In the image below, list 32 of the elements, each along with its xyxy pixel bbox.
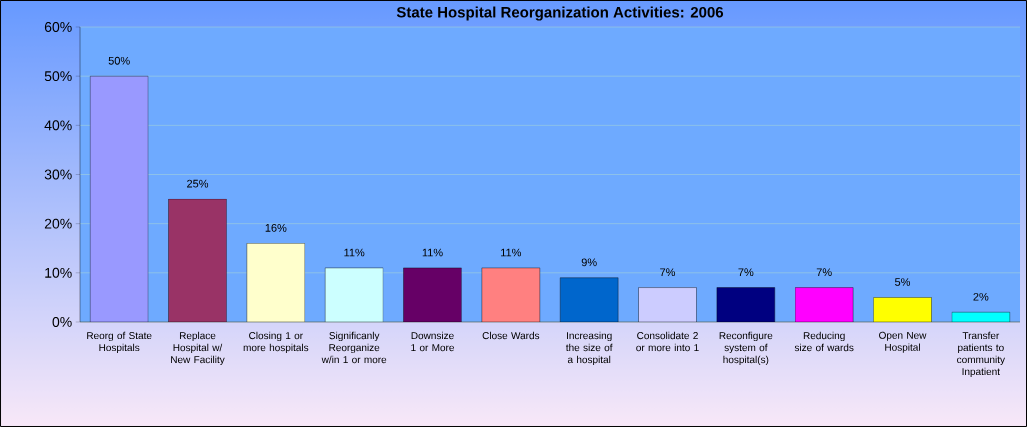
data-label: 11% xyxy=(344,248,365,257)
x-tick-label: Downsize 1 or More xyxy=(411,331,454,352)
x-tick-label: Reducing size of wards xyxy=(794,331,854,352)
y-tick-label: 0% xyxy=(52,317,72,327)
data-label: 25% xyxy=(187,179,209,188)
y-tick-label: 30% xyxy=(44,169,72,180)
data-label: 16% xyxy=(265,224,287,232)
x-tick-label: Increasing the size of a hospital xyxy=(565,331,613,366)
x-tick-label: Significanly Reorganize w/in 1 or more xyxy=(321,331,387,364)
y-tick-label: 60% xyxy=(44,22,72,32)
x-tick-label: Closing 1 or more hospitals xyxy=(243,331,309,354)
data-label: 7% xyxy=(738,268,754,277)
chart-title: State Hospital Reorganization Activities: 2006 xyxy=(396,6,724,21)
data-label: 2% xyxy=(973,292,989,301)
data-label: 5% xyxy=(894,278,911,286)
data-label: 50% xyxy=(108,56,130,65)
x-tick-label: Replace Hospital w/ New Facility xyxy=(171,331,225,366)
data-label: 11% xyxy=(501,248,522,257)
x-tick-label: Reconfigure system of hospital(s) xyxy=(719,331,773,366)
x-tick-label: Reorg of State Hospitals xyxy=(87,331,152,354)
y-tick-label: 20% xyxy=(44,218,72,229)
data-label: 11% xyxy=(422,248,443,257)
y-tick-label: 50% xyxy=(44,71,72,82)
y-tick-label: 40% xyxy=(44,120,72,131)
x-tick-label: Transfer patients to community Inpatient xyxy=(957,331,1005,378)
y-tick-label: 10% xyxy=(45,267,72,278)
x-tick-label: Consolidate 2 or more into 1 xyxy=(636,331,699,352)
data-label: 9% xyxy=(581,258,597,267)
data-label: 7% xyxy=(660,268,676,277)
x-tick-label: Open New Hospital xyxy=(879,331,927,353)
x-tick-label: Close Wards xyxy=(482,331,540,340)
data-label: 7% xyxy=(816,268,832,277)
